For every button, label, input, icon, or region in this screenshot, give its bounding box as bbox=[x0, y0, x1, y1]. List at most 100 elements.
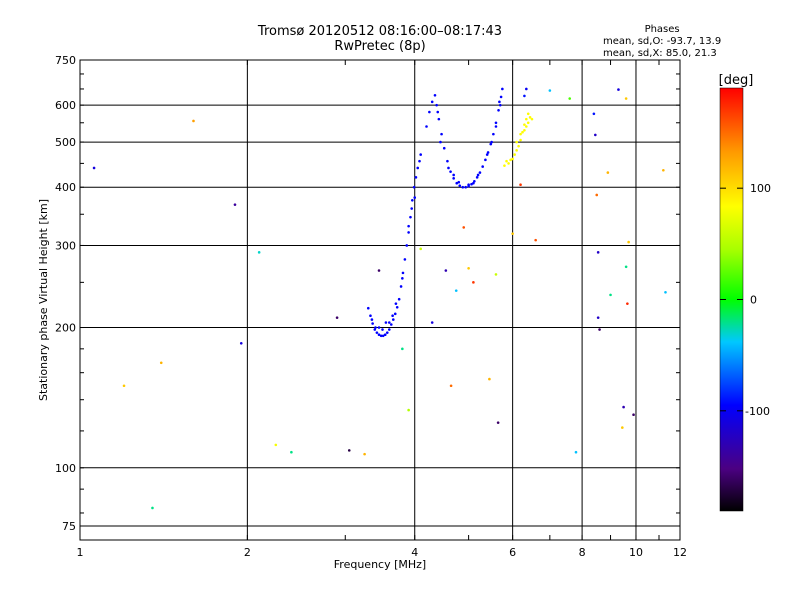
scatter-point bbox=[257, 251, 261, 254]
trace-point bbox=[389, 323, 393, 326]
x-tick-label: 2 bbox=[244, 546, 251, 559]
chart-subtitle: RwPretec (8p) bbox=[334, 39, 426, 54]
trace-point bbox=[523, 128, 526, 132]
trace-point bbox=[433, 93, 437, 97]
trace-point bbox=[419, 153, 422, 156]
trace-point bbox=[511, 157, 514, 161]
scatter-point bbox=[622, 405, 625, 409]
trace-point bbox=[494, 125, 498, 128]
trace-point bbox=[498, 103, 502, 107]
scatter-point bbox=[462, 226, 466, 229]
trace-point bbox=[503, 164, 506, 167]
scatter-point bbox=[494, 273, 498, 276]
trace-point bbox=[379, 334, 383, 338]
trace-point bbox=[447, 166, 450, 170]
trace-point bbox=[401, 271, 405, 275]
scatter-point bbox=[574, 450, 578, 454]
scatter-point bbox=[594, 133, 597, 137]
trace-point bbox=[525, 125, 528, 128]
y-tick-label: 300 bbox=[55, 239, 76, 252]
trace-point bbox=[437, 117, 441, 121]
trace-point bbox=[403, 258, 407, 261]
scatter-point bbox=[534, 238, 537, 242]
trace-point bbox=[481, 165, 484, 168]
trace-point bbox=[452, 177, 455, 180]
phase-x-stats: mean, sd,X: 85.0, 21.3 bbox=[603, 48, 717, 59]
trace-point bbox=[513, 153, 516, 156]
trace-point bbox=[461, 185, 465, 189]
trace-point bbox=[435, 103, 438, 107]
trace-point bbox=[452, 173, 455, 177]
trace-point bbox=[381, 334, 385, 338]
colorbar-ticks: 100 0 -100 bbox=[720, 182, 771, 418]
scatter-point bbox=[430, 321, 434, 324]
scatter-point bbox=[472, 281, 475, 284]
trace-point bbox=[440, 132, 443, 136]
trace-point bbox=[393, 312, 397, 316]
trace-point bbox=[407, 224, 410, 228]
trace-point bbox=[478, 171, 482, 174]
trace-point bbox=[371, 322, 374, 325]
trace-point bbox=[490, 140, 493, 144]
trace-point bbox=[509, 158, 512, 162]
trace-point bbox=[373, 328, 377, 331]
scatter-point bbox=[122, 384, 126, 388]
data-points bbox=[92, 87, 667, 510]
scatter-point bbox=[592, 112, 596, 116]
trace-point bbox=[405, 244, 409, 247]
grid-lines bbox=[80, 60, 680, 540]
trace-point bbox=[383, 333, 387, 337]
trace-point bbox=[489, 142, 493, 146]
scatter-point bbox=[377, 269, 381, 272]
x-tick-label: 1 bbox=[77, 546, 84, 559]
y-tick-label: 600 bbox=[55, 99, 76, 112]
phase-o-stats: mean, sd,O: -93.7, 13.9 bbox=[603, 36, 722, 47]
scatter-point bbox=[624, 97, 628, 100]
x-tick-label: 6 bbox=[509, 546, 516, 559]
y-axis-label: Stationary phase Virtual Height [km] bbox=[37, 199, 50, 401]
scatter-point bbox=[488, 377, 491, 381]
scatter-point bbox=[454, 289, 458, 292]
trace-point bbox=[425, 125, 428, 128]
trace-point bbox=[501, 87, 504, 91]
x-axis-label: Frequency [MHz] bbox=[334, 558, 426, 571]
trace-point bbox=[370, 318, 374, 321]
scatter-point bbox=[632, 413, 635, 417]
trace-point bbox=[375, 331, 379, 334]
trace-point bbox=[526, 121, 530, 125]
trace-point bbox=[476, 173, 480, 177]
trace-point bbox=[384, 321, 388, 324]
y-tick-label: 750 bbox=[55, 54, 76, 67]
y-tick-label: 200 bbox=[55, 322, 76, 335]
scatter-point bbox=[664, 291, 667, 294]
trace-point bbox=[430, 100, 434, 104]
scatter-point bbox=[525, 87, 528, 91]
trace-point bbox=[399, 285, 403, 288]
scatter-point bbox=[92, 166, 96, 170]
trace-point bbox=[455, 181, 459, 185]
trace-point bbox=[381, 328, 384, 331]
trace-point bbox=[385, 331, 389, 334]
trace-point bbox=[464, 185, 467, 189]
trace-point bbox=[467, 183, 470, 187]
x-tick-label: 10 bbox=[629, 546, 643, 559]
trace-point bbox=[439, 140, 442, 144]
trace-point bbox=[442, 146, 446, 150]
scatter-point bbox=[496, 421, 500, 424]
trace-point bbox=[391, 318, 395, 321]
x-tick-label: 8 bbox=[579, 546, 586, 559]
phase-heading: Phases bbox=[644, 24, 680, 35]
trace-point bbox=[387, 321, 391, 324]
scatter-point bbox=[239, 341, 243, 345]
scatter-point bbox=[233, 203, 237, 206]
y-tick-label: 400 bbox=[55, 181, 76, 194]
trace-point bbox=[515, 140, 518, 144]
scatter-point bbox=[596, 251, 600, 254]
y-tick-label: 500 bbox=[55, 136, 76, 149]
scatter-point bbox=[662, 168, 665, 172]
trace-point bbox=[395, 306, 399, 309]
scatter-point bbox=[606, 171, 610, 174]
trace-point bbox=[517, 144, 520, 148]
scatter-point bbox=[407, 408, 410, 412]
